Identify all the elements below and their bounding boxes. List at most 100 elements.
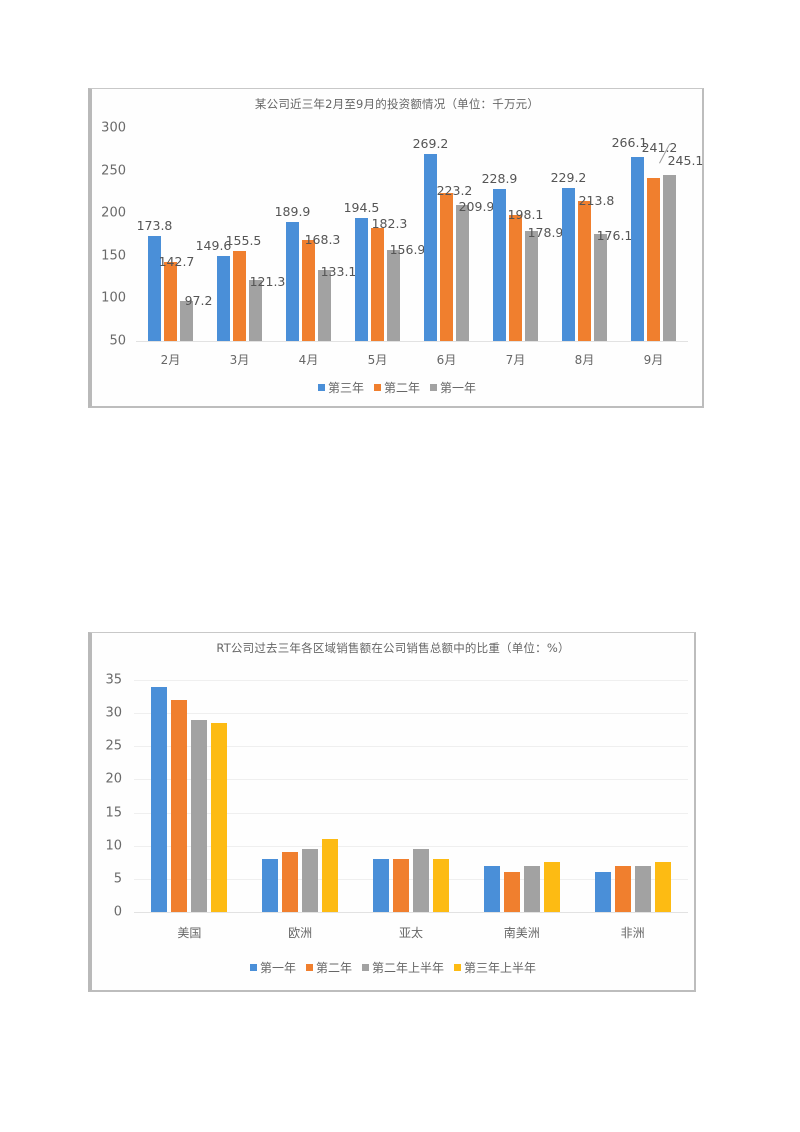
legend-swatch-icon bbox=[317, 384, 325, 391]
y-tick-label: 250 bbox=[101, 163, 126, 179]
data-label: 194.5 bbox=[343, 199, 380, 215]
legend-label: 第一年 bbox=[440, 381, 477, 395]
data-label: 121.3 bbox=[249, 274, 286, 290]
data-label: 228.9 bbox=[481, 170, 518, 186]
legend-swatch-icon bbox=[430, 384, 437, 391]
bar bbox=[171, 699, 188, 912]
data-label: 269.2 bbox=[412, 136, 449, 152]
y-tick-label: 15 bbox=[105, 805, 122, 821]
data-label: 142.7 bbox=[158, 254, 195, 270]
bar bbox=[151, 686, 168, 912]
data-label: 97.2 bbox=[184, 292, 213, 308]
bar bbox=[614, 865, 631, 912]
gridline bbox=[134, 845, 688, 847]
investment-chart: 某公司近三年2月至9月的投资额情况（单位：千万元） 300 250 200 150 10… bbox=[88, 88, 704, 408]
bar bbox=[663, 174, 676, 341]
x-tick-label: 9月 bbox=[643, 353, 664, 367]
bar bbox=[211, 723, 228, 912]
x-tick-label: 4月 bbox=[298, 353, 319, 367]
bar bbox=[217, 256, 230, 341]
bar bbox=[262, 858, 279, 912]
legend-swatch-icon bbox=[362, 964, 369, 971]
legend-label: 第一年 bbox=[259, 961, 296, 975]
bar bbox=[302, 849, 319, 912]
bar bbox=[393, 858, 409, 912]
bar bbox=[654, 862, 671, 912]
bar bbox=[594, 233, 607, 341]
legend-item: 第三年 bbox=[317, 379, 364, 396]
bar bbox=[387, 249, 400, 341]
y-tick-label: 25 bbox=[105, 738, 122, 754]
bar bbox=[440, 193, 453, 341]
x-tick-label: 2月 bbox=[160, 353, 181, 367]
bar bbox=[578, 201, 591, 341]
legend-item: 第二年上半年 bbox=[362, 959, 444, 976]
data-label: 209.9 bbox=[458, 198, 495, 214]
gridline bbox=[134, 812, 688, 814]
bar bbox=[456, 204, 469, 341]
bar bbox=[233, 251, 246, 341]
legend: 第一年 第二年 第二年上半年 第三年上半年 bbox=[92, 959, 694, 976]
bar bbox=[180, 300, 193, 341]
gridline bbox=[134, 779, 688, 781]
y-tick-label: 5 bbox=[113, 871, 122, 887]
bar bbox=[413, 849, 429, 912]
bar bbox=[302, 240, 315, 341]
bar bbox=[634, 865, 651, 912]
bar bbox=[191, 719, 208, 912]
bar bbox=[148, 235, 161, 341]
data-label: 173.8 bbox=[136, 217, 173, 233]
legend-item: 第一年 bbox=[249, 959, 296, 976]
legend: 第三年 第二年 第一年 bbox=[92, 379, 702, 396]
bar bbox=[424, 154, 437, 341]
bar bbox=[249, 280, 262, 341]
chart-title: RT公司过去三年各区域销售额在公司销售总额中的比重（单位：%） bbox=[216, 641, 570, 655]
legend-item: 第二年 bbox=[373, 379, 420, 396]
x-tick-label: 美国 bbox=[177, 926, 202, 940]
y-tick-label: 0 bbox=[113, 904, 122, 920]
bar bbox=[594, 872, 611, 912]
bar bbox=[503, 872, 520, 912]
data-label: 213.8 bbox=[578, 193, 615, 209]
legend-item: 第三年上半年 bbox=[454, 959, 536, 976]
bar bbox=[509, 214, 522, 341]
data-label: 178.9 bbox=[527, 225, 564, 241]
legend-swatch-icon bbox=[454, 964, 462, 971]
data-label: 176.1 bbox=[596, 227, 633, 243]
gridline bbox=[134, 878, 688, 880]
bar bbox=[282, 852, 299, 912]
y-tick-label: 300 bbox=[101, 120, 126, 136]
y-tick-label: 150 bbox=[101, 248, 126, 264]
bar bbox=[286, 221, 299, 341]
bar bbox=[493, 188, 506, 341]
legend-item: 第一年 bbox=[430, 379, 476, 396]
data-label: 189.9 bbox=[274, 203, 311, 219]
data-label: 229.2 bbox=[550, 170, 587, 186]
y-tick-label: 30 bbox=[105, 705, 122, 721]
y-tick-label: 35 bbox=[105, 672, 122, 688]
bar bbox=[318, 270, 331, 341]
bar bbox=[562, 188, 575, 341]
regional-share-chart: RT公司过去三年各区域销售额在公司销售总额中的比重（单位：%） 35 30 25 20… bbox=[88, 632, 696, 992]
data-label: 168.3 bbox=[304, 232, 341, 248]
x-tick-label: 7月 bbox=[505, 353, 526, 367]
data-label: 266.1 bbox=[611, 134, 648, 150]
bar bbox=[355, 217, 368, 341]
x-axis-line bbox=[136, 341, 688, 342]
data-label: 223.2 bbox=[436, 183, 473, 199]
x-tick-label: 非洲 bbox=[620, 926, 645, 940]
gridline bbox=[134, 713, 688, 715]
bar bbox=[433, 858, 449, 912]
legend-swatch-icon bbox=[249, 964, 257, 971]
legend-label: 第三年上半年 bbox=[464, 961, 537, 975]
x-tick-label: 亚太 bbox=[398, 926, 424, 940]
x-tick-label: 3月 bbox=[229, 353, 250, 367]
data-label: 155.5 bbox=[225, 233, 262, 249]
x-tick-label: 欧洲 bbox=[288, 926, 313, 940]
bar bbox=[523, 865, 540, 912]
bar bbox=[322, 839, 339, 912]
data-label: 198.1 bbox=[507, 206, 544, 222]
bar bbox=[525, 231, 538, 341]
x-tick-label: 6月 bbox=[436, 353, 457, 367]
legend-swatch-icon bbox=[305, 964, 313, 971]
